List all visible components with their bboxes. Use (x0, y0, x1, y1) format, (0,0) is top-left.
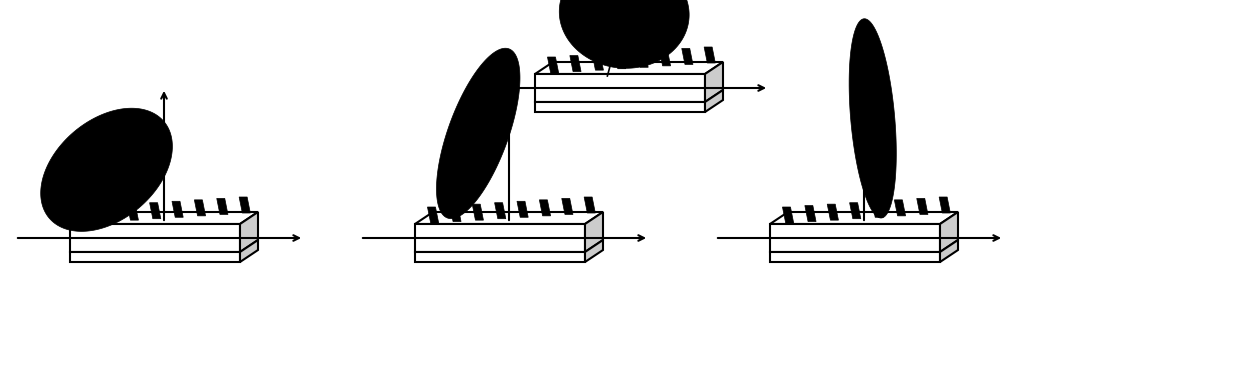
Polygon shape (660, 50, 671, 66)
Polygon shape (559, 0, 689, 68)
Polygon shape (615, 53, 626, 69)
Polygon shape (593, 54, 604, 70)
Polygon shape (539, 200, 551, 216)
Polygon shape (940, 240, 959, 262)
Polygon shape (534, 74, 706, 102)
Polygon shape (939, 197, 950, 213)
Polygon shape (83, 207, 94, 223)
Polygon shape (239, 197, 250, 213)
Polygon shape (849, 19, 897, 218)
Polygon shape (69, 212, 258, 224)
Polygon shape (41, 108, 172, 231)
Polygon shape (637, 51, 649, 67)
Polygon shape (69, 224, 241, 252)
Polygon shape (105, 206, 117, 221)
Polygon shape (548, 57, 559, 73)
Polygon shape (916, 199, 928, 214)
Polygon shape (706, 90, 723, 112)
Polygon shape (770, 252, 940, 262)
Polygon shape (128, 204, 139, 220)
Polygon shape (428, 207, 439, 223)
Polygon shape (704, 47, 715, 63)
Polygon shape (584, 197, 595, 213)
Polygon shape (782, 207, 794, 223)
Polygon shape (849, 203, 861, 219)
Polygon shape (872, 201, 883, 217)
Polygon shape (241, 240, 258, 262)
Polygon shape (415, 212, 603, 224)
Polygon shape (827, 204, 838, 220)
Polygon shape (415, 252, 585, 262)
Polygon shape (450, 206, 461, 221)
Polygon shape (217, 199, 228, 214)
Polygon shape (150, 203, 161, 219)
Polygon shape (69, 252, 241, 262)
Polygon shape (805, 206, 816, 221)
Polygon shape (534, 102, 706, 112)
Polygon shape (682, 48, 693, 65)
Polygon shape (241, 212, 258, 252)
Polygon shape (472, 204, 484, 220)
Polygon shape (585, 240, 603, 262)
Polygon shape (940, 212, 959, 252)
Polygon shape (706, 62, 723, 102)
Polygon shape (894, 200, 905, 216)
Polygon shape (495, 203, 506, 219)
Polygon shape (585, 212, 603, 252)
Polygon shape (436, 48, 520, 218)
Polygon shape (172, 201, 184, 217)
Polygon shape (770, 212, 959, 224)
Polygon shape (415, 224, 585, 252)
Polygon shape (570, 56, 582, 72)
Polygon shape (534, 62, 723, 74)
Polygon shape (195, 200, 206, 216)
Polygon shape (562, 199, 573, 214)
Polygon shape (770, 224, 940, 252)
Polygon shape (517, 201, 528, 217)
